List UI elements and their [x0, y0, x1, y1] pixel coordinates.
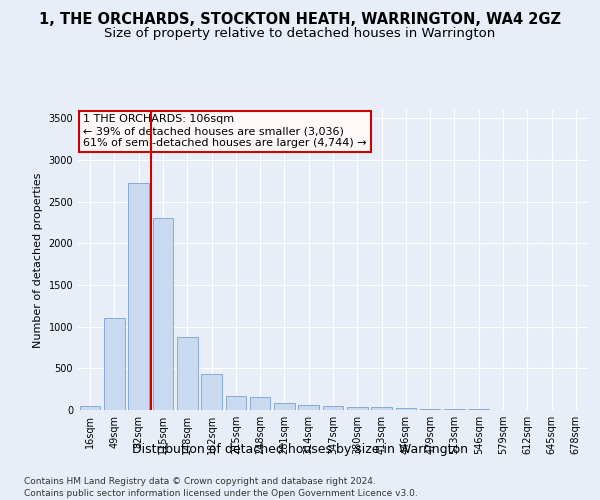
Bar [104, 318, 125, 410]
Bar [420, 409, 440, 410]
Text: Distribution of detached houses by size in Warrington: Distribution of detached houses by size … [132, 442, 468, 456]
Bar [80, 406, 100, 410]
Bar [274, 402, 295, 410]
Y-axis label: Number of detached properties: Number of detached properties [33, 172, 43, 348]
Text: Contains HM Land Registry data © Crown copyright and database right 2024.: Contains HM Land Registry data © Crown c… [24, 478, 376, 486]
Bar [347, 406, 368, 410]
Bar [323, 406, 343, 410]
Bar [226, 396, 246, 410]
Bar [250, 396, 271, 410]
Text: Contains public sector information licensed under the Open Government Licence v3: Contains public sector information licen… [24, 489, 418, 498]
Bar [395, 408, 416, 410]
Bar [444, 409, 465, 410]
Text: 1, THE ORCHARDS, STOCKTON HEATH, WARRINGTON, WA4 2GZ: 1, THE ORCHARDS, STOCKTON HEATH, WARRING… [39, 12, 561, 28]
Bar [298, 405, 319, 410]
Bar [128, 184, 149, 410]
Bar [177, 336, 197, 410]
Bar [371, 407, 392, 410]
Bar [201, 374, 222, 410]
Bar [152, 218, 173, 410]
Text: Size of property relative to detached houses in Warrington: Size of property relative to detached ho… [104, 28, 496, 40]
Text: 1 THE ORCHARDS: 106sqm
← 39% of detached houses are smaller (3,036)
61% of semi-: 1 THE ORCHARDS: 106sqm ← 39% of detached… [83, 114, 367, 148]
